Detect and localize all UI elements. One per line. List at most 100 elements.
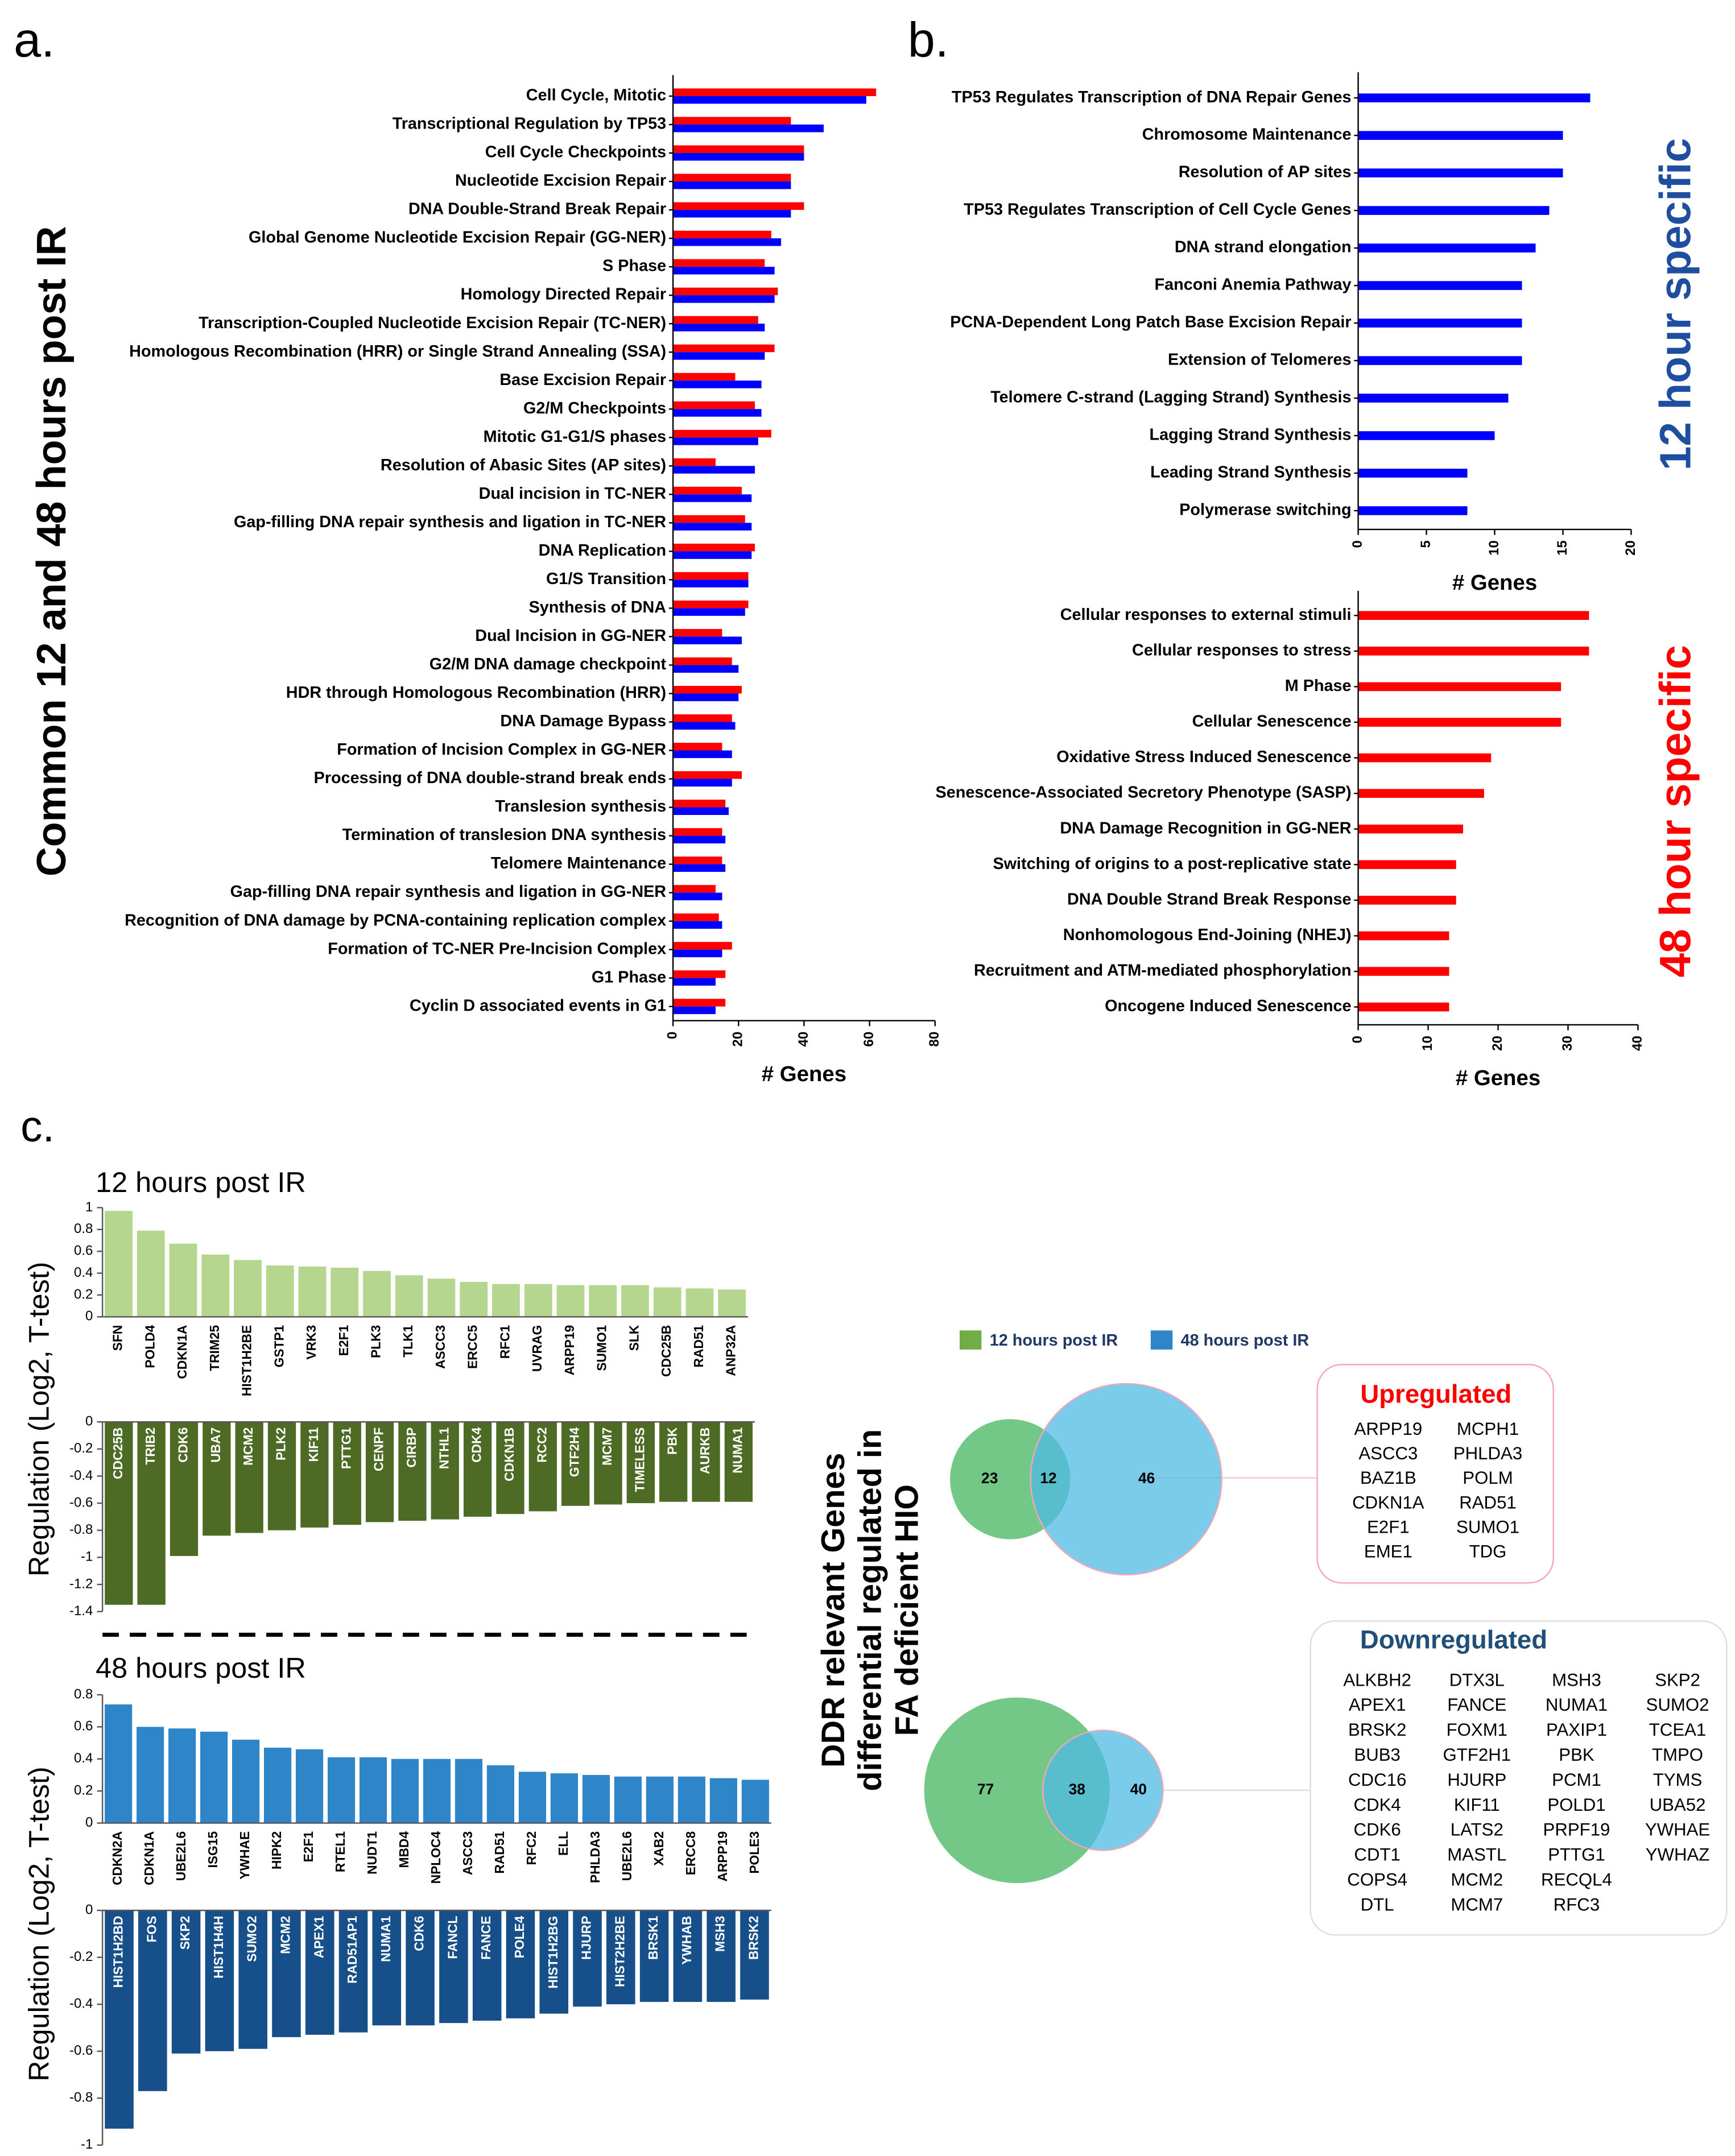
x-tick-label: 60 (861, 1032, 877, 1047)
bar (1358, 967, 1449, 976)
panel-label: b. (908, 13, 949, 68)
bar (673, 807, 729, 815)
bar (1358, 281, 1522, 290)
gene: FANCE (1447, 1695, 1506, 1715)
category-label: HJURP (579, 1916, 594, 1960)
category-label: Cyclin D associated events in G1 (410, 996, 666, 1015)
category-label: PHLDA3 (588, 1831, 602, 1883)
x-tick-label: 20 (1490, 1036, 1505, 1051)
category-label: ERCC8 (683, 1831, 698, 1875)
bar (168, 1728, 196, 1823)
category-label: FANCE (478, 1916, 493, 1960)
gene: PHLDA3 (1453, 1443, 1522, 1463)
category-label: RFC2 (524, 1831, 539, 1865)
category-label: HIST2H2BE (612, 1916, 627, 1987)
category-label: G2/M Checkpoints (523, 399, 666, 417)
bar (673, 949, 722, 958)
category-label: MCM2 (278, 1916, 292, 1954)
bar (673, 864, 726, 872)
category-label: SLK (626, 1325, 641, 1351)
bar (673, 153, 804, 161)
category-label: MSH3 (713, 1916, 728, 1952)
bar (169, 1243, 197, 1317)
gene: MCM7 (1451, 1894, 1503, 1914)
bar (673, 913, 719, 921)
bar (673, 543, 755, 552)
bar (709, 1778, 737, 1823)
bar (673, 344, 775, 353)
bar (594, 1422, 622, 1505)
venn-circle (1030, 1383, 1222, 1576)
category-label: Formation of Incision Complex in GG-NER (337, 740, 666, 759)
bar (105, 1211, 133, 1317)
category-label: CDKN1A (142, 1831, 156, 1885)
bar (427, 1278, 456, 1317)
x-tick-label: 20 (730, 1032, 746, 1047)
gene: DTX3L (1449, 1670, 1505, 1690)
bar (406, 1910, 435, 2026)
panel-label: c. (20, 1103, 55, 1151)
y-tick-label: -0.6 (69, 2043, 93, 2058)
bar (673, 892, 722, 901)
bar (267, 1422, 296, 1530)
gene: ASCC3 (1358, 1443, 1418, 1463)
gene: SUMO2 (1646, 1695, 1709, 1715)
bar (673, 572, 749, 580)
category-label: RAD51 (492, 1831, 507, 1874)
bar (1358, 789, 1484, 798)
bar (673, 828, 722, 836)
category-label: CDK6 (412, 1916, 427, 1951)
x-tick-label: 15 (1555, 540, 1570, 556)
x-tick-label: 5 (1418, 540, 1434, 548)
category-label: Polymerase switching (1179, 501, 1351, 519)
category-label: ANP32A (724, 1325, 738, 1376)
gene: PTTG1 (1548, 1845, 1605, 1865)
category-label: POLE4 (512, 1915, 527, 1958)
gene: PAXIP1 (1546, 1720, 1607, 1740)
bar (589, 1285, 617, 1317)
gene: APEX1 (1349, 1695, 1406, 1715)
bar (639, 1910, 669, 2002)
bar (673, 714, 732, 722)
category-label: ERCC5 (465, 1325, 480, 1369)
bar (724, 1422, 753, 1502)
category-label: ASCC3 (433, 1325, 448, 1369)
category-label: Recruitment and ATM-mediated phosphoryla… (974, 962, 1352, 980)
category-label: G2/M DNA damage checkpoint (429, 655, 667, 673)
bar (550, 1773, 579, 1823)
bar (365, 1422, 394, 1522)
x-tick-label: 80 (927, 1032, 942, 1047)
category-label: UBE2L6 (619, 1831, 634, 1881)
bar (492, 1284, 520, 1317)
category-label: PCNA-Dependent Long Patch Base Excision … (950, 313, 1351, 332)
y-tick-label: 1 (85, 1199, 93, 1215)
venn-title: FA deficient HIO (889, 1484, 925, 1736)
bar (673, 942, 732, 950)
x-tick-label: 0 (1350, 1036, 1365, 1043)
category-label: Extension of Telomeres (1168, 351, 1352, 369)
bar (673, 657, 732, 665)
bar (659, 1422, 688, 1502)
bar (692, 1422, 720, 1502)
category-label: Dual Incision in GG-NER (475, 627, 666, 645)
legend-swatch (1150, 1330, 1173, 1350)
bar (338, 1910, 368, 2033)
bar (398, 1422, 427, 1521)
upregulated-box (1316, 1364, 1554, 1584)
y-tick-label: 0.4 (74, 1265, 93, 1280)
bar (673, 686, 742, 694)
bar (626, 1422, 655, 1504)
category-label: HDR through Homologous Recombination (HR… (286, 684, 666, 702)
bar (673, 551, 752, 559)
gene: ARPP19 (1354, 1419, 1423, 1439)
category-label: CIRBP (404, 1427, 419, 1468)
category-label: CDKN1B (502, 1427, 517, 1482)
category-label: Telomere Maintenance (491, 854, 666, 872)
category-label: CDC25B (110, 1427, 125, 1479)
bar (137, 1727, 164, 1823)
bar (359, 1757, 387, 1823)
category-label: YWHAB (679, 1916, 694, 1965)
category-label: TP53 Regulates Transcription of DNA Repa… (952, 88, 1352, 106)
category-label: CENPF (371, 1427, 386, 1471)
bar (423, 1758, 451, 1823)
